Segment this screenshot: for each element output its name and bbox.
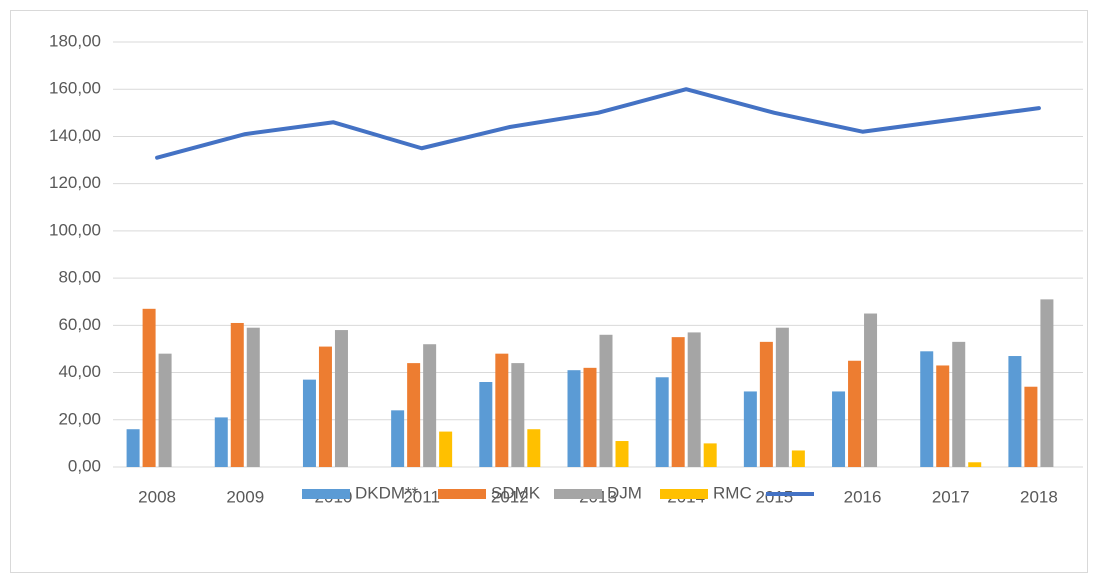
x-tick-label: 2012 [491,487,529,506]
bar [655,377,669,467]
y-tick-label: 160,00 [49,79,101,98]
bar [1040,299,1054,467]
y-tick-label: 140,00 [49,126,101,145]
bar [615,441,629,467]
bar [246,327,260,467]
y-tick-label: 180,00 [49,31,101,50]
line [155,87,1041,160]
y-tick-label: 100,00 [49,220,101,239]
y-tick-label: 80,00 [58,268,101,287]
legend-swatch [302,489,350,499]
x-tick-label: 2017 [932,487,970,506]
bar [920,351,934,467]
bar [743,391,757,467]
bar [318,346,332,467]
bar [527,429,541,467]
y-tick-label: 120,00 [49,173,101,192]
bar [302,379,316,467]
bar [479,382,493,467]
x-tick-label: 2011 [403,487,440,506]
bar [968,462,982,467]
bar [775,327,789,467]
bar [936,365,950,467]
x-tick-label: 2018 [1020,487,1058,506]
bar [687,332,701,467]
legend-swatch [660,489,708,499]
bar [1008,356,1022,467]
y-tick-label: 20,00 [58,409,101,428]
y-tick-label: 0,00 [68,456,101,475]
bar [567,370,581,467]
bar [407,363,421,467]
bar [832,391,846,467]
bar [703,443,717,467]
x-tick-label: 2016 [844,487,882,506]
x-tick-label: 2009 [226,487,264,506]
bar [671,337,685,467]
legend-label: DKDM** [355,483,419,502]
bar [334,330,348,467]
bar [230,322,244,467]
legend-label: SDMK [491,483,541,502]
bar [583,367,597,467]
bar [1024,386,1038,467]
chart-border [10,10,1088,573]
bar [126,429,140,467]
bar [848,360,862,467]
legend-label: DJM [607,483,642,502]
bar [142,308,156,467]
bar [511,363,525,467]
legend-label: RMC [713,483,752,502]
bar [759,341,773,467]
bar [791,450,805,467]
bar [214,417,228,467]
legend-swatch [554,489,602,499]
bar [439,431,453,467]
legend-swatch [438,489,486,499]
x-tick-label: 2015 [755,487,793,506]
bar [495,353,509,467]
bar [391,410,405,467]
x-tick-label: 2008 [138,487,176,506]
bar [952,341,966,467]
y-tick-label: 60,00 [58,315,101,334]
y-tick-label: 40,00 [58,362,101,381]
bar [423,344,437,467]
bar [864,313,878,467]
bar [599,334,613,467]
bar [158,353,172,467]
